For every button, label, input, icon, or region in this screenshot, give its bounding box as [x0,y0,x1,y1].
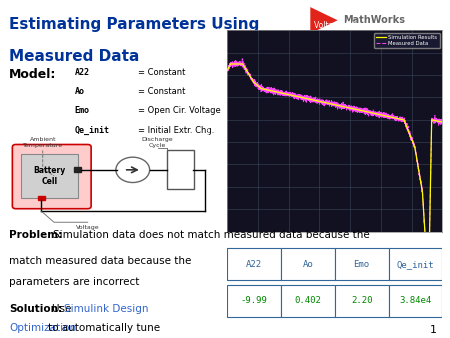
Text: MathWorks: MathWorks [343,15,405,25]
Text: = Open Cir. Voltage: = Open Cir. Voltage [138,106,220,115]
FancyBboxPatch shape [13,145,91,209]
Text: Model:: Model: [9,68,56,80]
Measured Data [412,146,418,150]
Bar [38,195,45,200]
Simulation Results [262,87,267,91]
Bar [281,248,335,281]
Measured Data [316,99,322,103]
Text: 0.402: 0.402 [294,296,321,306]
Text: = Constant: = Constant [138,68,185,77]
Line: Measured Data: Measured Data [227,59,442,291]
Measured Data [262,87,267,91]
Bar [166,150,194,189]
Text: parameters are incorrect: parameters are incorrect [9,277,140,287]
Simulation Results [436,119,441,123]
Bar [388,248,442,281]
Y-axis label: Voltage (V): Voltage (V) [206,114,211,148]
Text: Estimating Parameters Using: Estimating Parameters Using [9,17,259,32]
Text: Problem:: Problem: [9,230,62,240]
Simulation Results [316,99,322,103]
Simulation Results [440,120,445,124]
Bar [388,285,442,317]
Text: = Constant: = Constant [138,87,185,96]
Text: Simulink Design: Simulink Design [64,304,148,314]
Polygon shape [310,7,338,33]
Circle shape [116,157,149,183]
Title: Voltage (V): Voltage (V) [314,21,356,30]
Text: 3.84e4: 3.84e4 [399,296,432,306]
Simulation Results [225,69,230,73]
X-axis label: Time (s): Time (s) [322,242,347,247]
Text: Solution:: Solution: [9,304,62,314]
Simulation Results [412,146,418,150]
Measured Data [436,118,441,122]
Text: 1: 1 [429,324,436,335]
Bar [335,248,388,281]
Text: Use: Use [52,304,74,314]
Text: to automatically tune: to automatically tune [49,322,161,333]
Simulation Results [249,77,255,81]
Bar [335,285,388,317]
Text: -9.99: -9.99 [241,296,268,306]
Legend: Simulation Results, Measured Data: Simulation Results, Measured Data [374,33,440,48]
Simulation Results [307,97,312,101]
Bar [74,167,81,172]
Simulation Results [228,62,233,66]
Text: 2.20: 2.20 [351,296,373,306]
Bar [227,248,281,281]
Measured Data [239,57,245,61]
Line: Simulation Results: Simulation Results [227,64,442,289]
Text: Emo: Emo [354,260,370,269]
Text: Emo: Emo [75,106,90,115]
Text: Battery
Cell: Battery Cell [33,166,66,186]
Text: Qe_init: Qe_init [396,260,434,269]
Text: match measured data because the: match measured data because the [9,256,191,266]
Text: Ao: Ao [302,260,313,269]
Bar [281,285,335,317]
Text: Ambient
Temperature: Ambient Temperature [22,137,63,148]
Text: Optimization: Optimization [9,322,76,333]
Text: = Initial Extr. Chg.: = Initial Extr. Chg. [138,126,214,135]
Measured Data [440,120,445,124]
Text: Voltage: Voltage [76,225,99,230]
Text: Ao: Ao [75,87,85,96]
Bar [227,285,281,317]
Measured Data [249,78,255,82]
Text: Simulation data does not match measured data because the: Simulation data does not match measured … [53,230,369,240]
Text: Discharge
Cycle: Discharge Cycle [142,137,173,148]
Simulation Results [426,287,431,291]
Measured Data [307,100,312,104]
Measured Data [426,289,431,293]
Text: A22: A22 [246,260,262,269]
Text: Measured Data: Measured Data [9,48,140,64]
Measured Data [225,68,230,72]
Text: Qe_init: Qe_init [75,126,109,135]
Bar [22,154,77,198]
Text: A22: A22 [75,68,90,77]
